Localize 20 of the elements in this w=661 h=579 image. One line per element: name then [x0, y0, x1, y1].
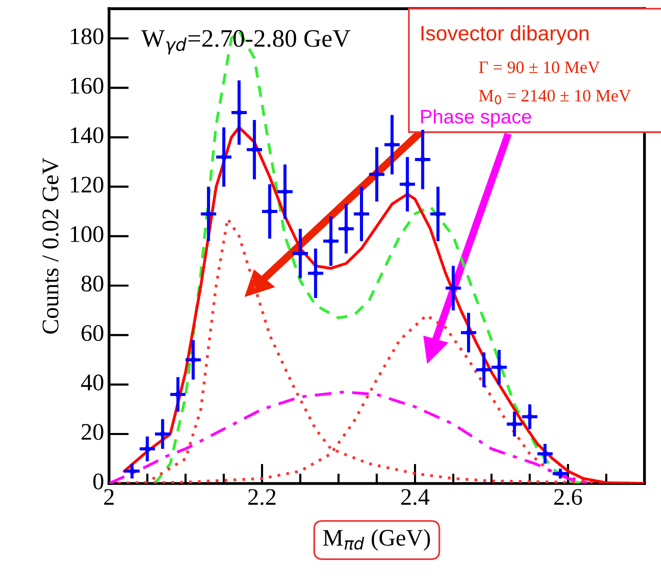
y-tick-label: 20 — [82, 424, 104, 440]
y-tick-label: 60 — [82, 325, 104, 342]
annotation: Phase space — [421, 109, 532, 128]
y-tick-label: 160 — [70, 78, 104, 94]
y-tick-label: 80 — [81, 276, 104, 292]
y-tick-label: 40 — [81, 374, 104, 390]
y-tick-label: 0 — [93, 473, 104, 490]
y-tick-label: 180 — [70, 28, 104, 44]
x-tick-label: 2 — [104, 489, 114, 505]
annotation: Γ = 90 ± 10 MeV — [478, 61, 600, 74]
x-axis-title: M$_{πd}$ (GeV) — [323, 529, 430, 551]
x-tick-label: 2.2 — [248, 489, 276, 506]
x-tick-label: 2.6 — [554, 489, 582, 506]
y-tick-label: 120 — [70, 176, 104, 193]
y-tick-label: 100 — [70, 226, 104, 242]
annotation: M$_{0}$ = 2140 ± 10 MeV — [478, 90, 631, 104]
x-tick-label: 2.4 — [401, 489, 430, 506]
y-tick-label: 140 — [70, 127, 104, 144]
annotation: Isovector dibaryon — [422, 25, 588, 45]
y-axis-title: Counts / 0.02 GeV — [42, 158, 59, 334]
